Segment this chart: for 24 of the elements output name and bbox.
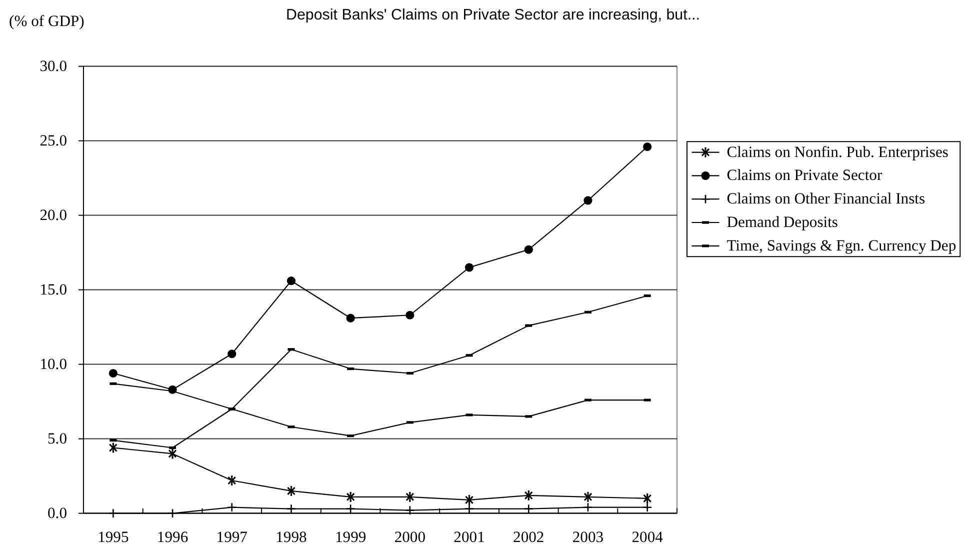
x-tick-label: 1999 xyxy=(334,528,366,546)
x-tick-label: 2001 xyxy=(454,528,485,546)
y-tick-label: 15.0 xyxy=(40,281,68,298)
legend-label: Demand Deposits xyxy=(726,214,838,231)
x-tick-label: 2000 xyxy=(394,528,426,546)
chart-title: Deposit Banks' Claims on Private Sector are increasing, but... xyxy=(286,6,700,24)
y-axis-title: (% of GDP) xyxy=(9,13,84,30)
x-tick-label: 1997 xyxy=(216,528,248,546)
x-tick-label: 1996 xyxy=(156,528,188,546)
y-tick-label: 30.0 xyxy=(40,58,68,75)
legend-label: Claims on Private Sector xyxy=(726,167,883,184)
y-tick-label: 10.0 xyxy=(40,356,68,373)
y-tick-label: 25.0 xyxy=(40,132,68,150)
y-tick-label: 0.0 xyxy=(48,504,68,522)
y-tick-label: 5.0 xyxy=(48,430,68,448)
x-tick-label: 2004 xyxy=(632,528,664,546)
legend-label: Time, Savings & Fgn. Currency Dep xyxy=(726,237,956,254)
y-tick-label: 20.0 xyxy=(40,206,68,224)
x-tick-label: 1995 xyxy=(98,528,129,546)
x-tick-label: 2002 xyxy=(513,528,544,546)
x-tick-label: 1998 xyxy=(276,528,308,546)
x-tick-label: 2003 xyxy=(572,528,604,546)
legend-label: Claims on Nonfin. Pub. Enterprises xyxy=(726,144,948,161)
legend-label: Claims on Other Financial Insts xyxy=(726,190,926,208)
